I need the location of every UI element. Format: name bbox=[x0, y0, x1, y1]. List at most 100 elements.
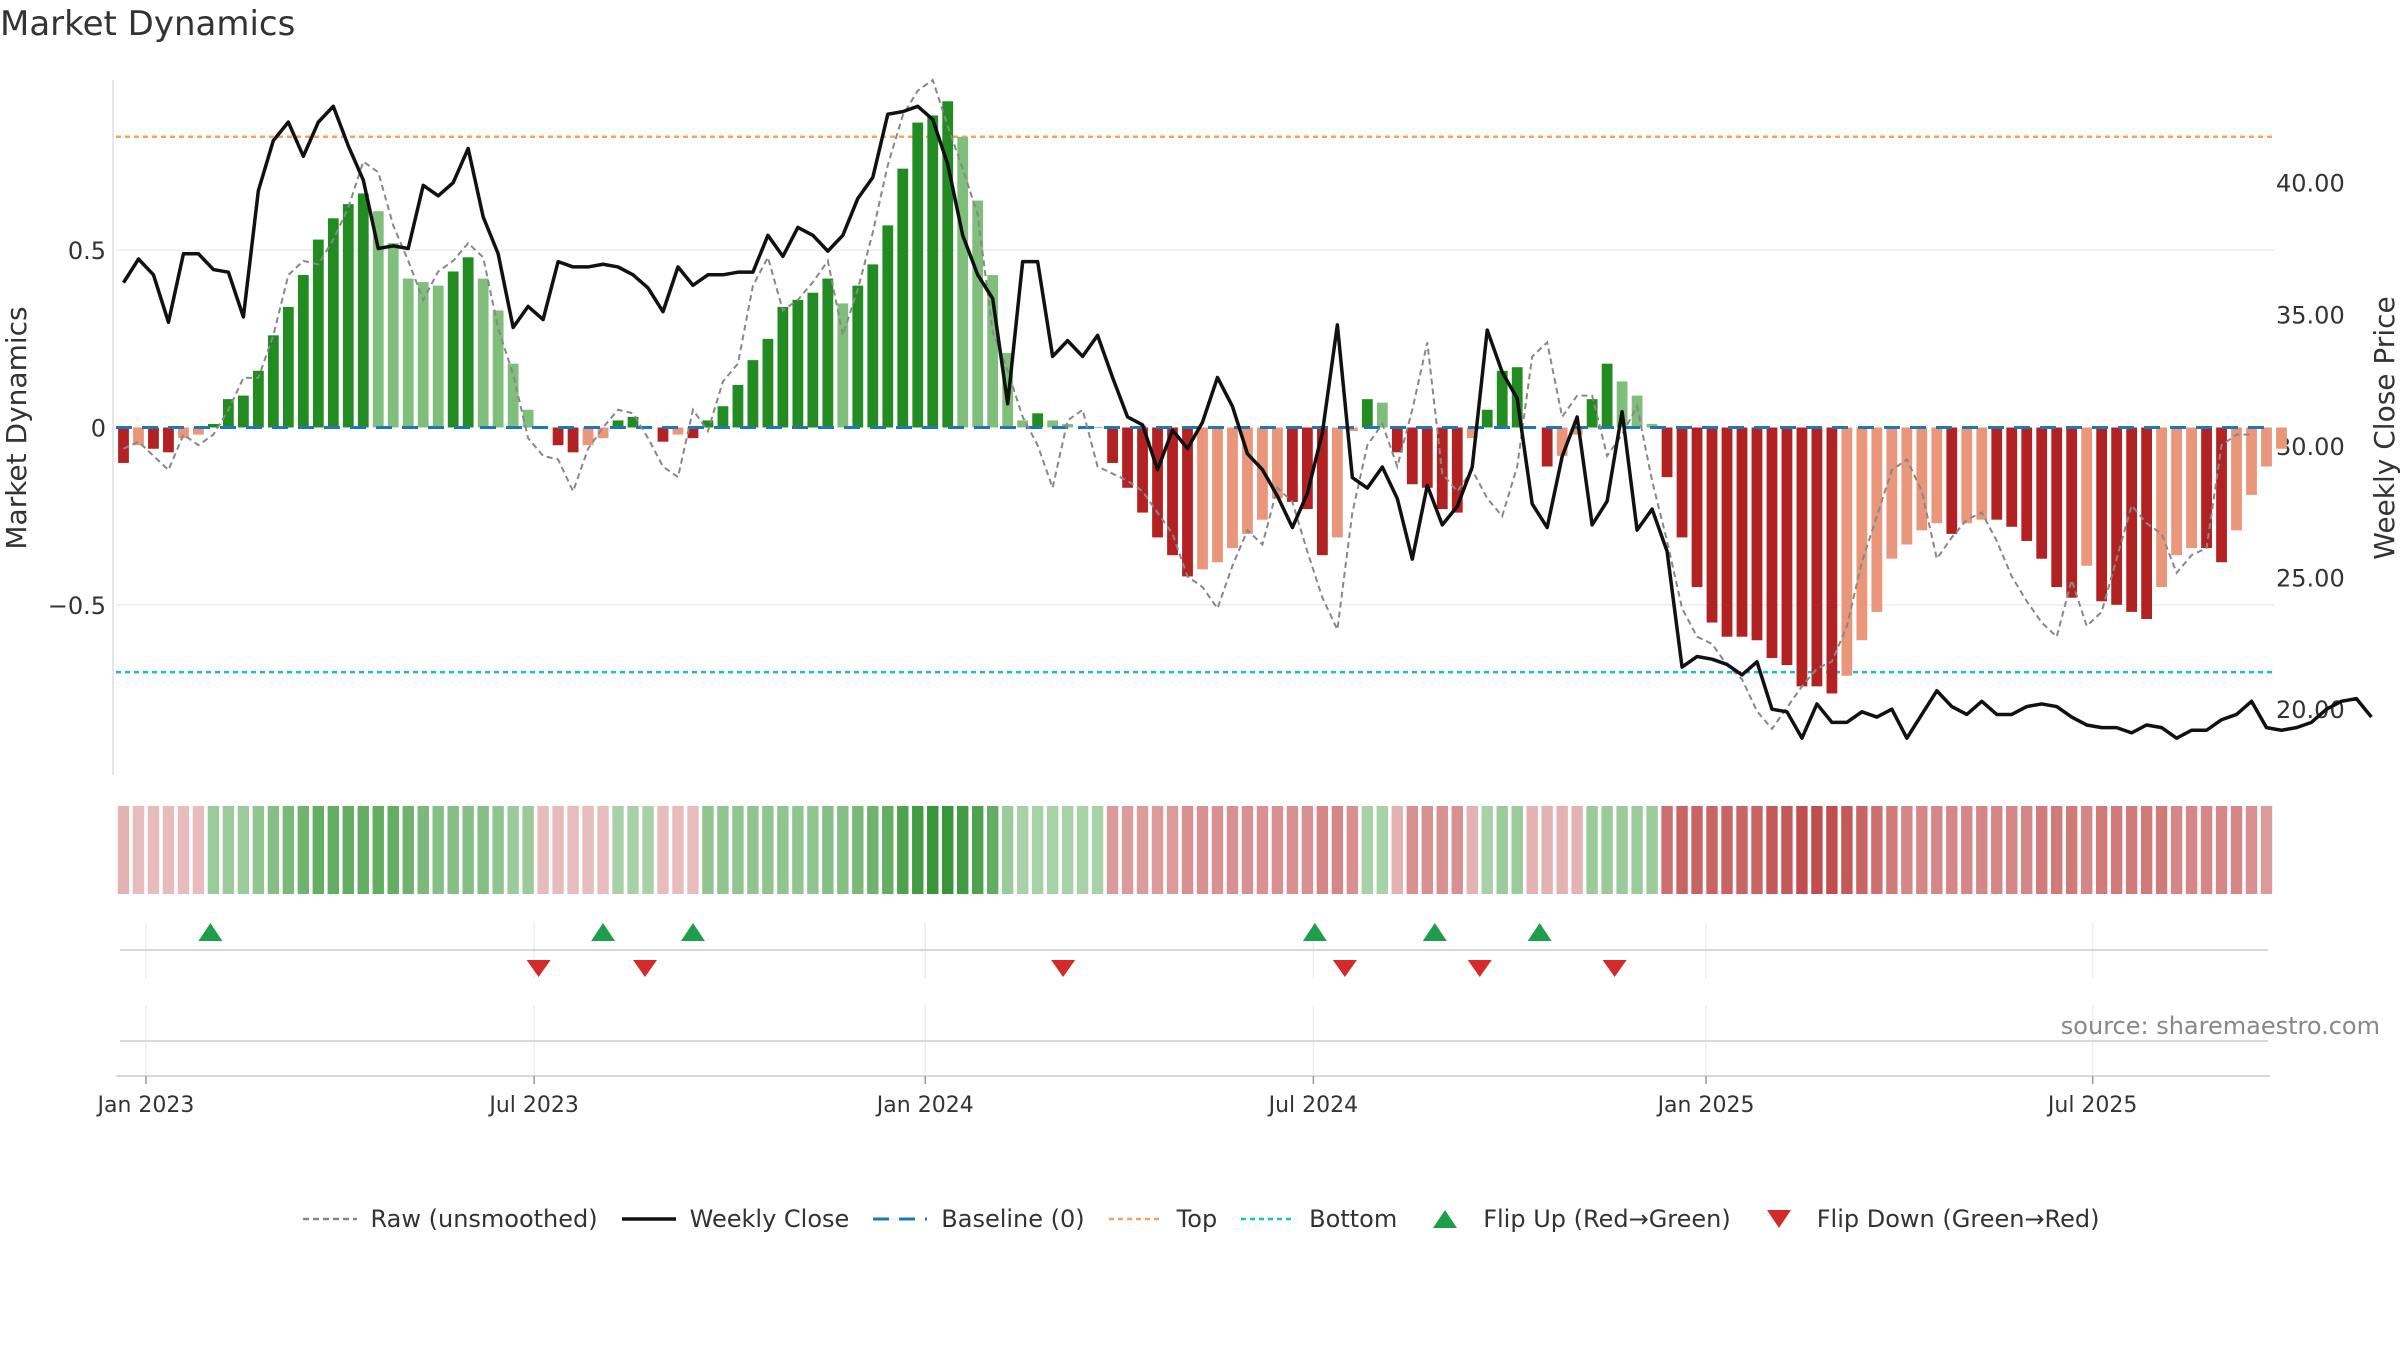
flip-down-marker bbox=[1467, 960, 1492, 977]
strength-band-cell bbox=[1886, 806, 1898, 894]
strength-band-cell bbox=[342, 806, 354, 894]
dynamics-bar bbox=[807, 292, 819, 428]
dynamics-bar bbox=[2036, 427, 2048, 559]
x-tick-label: Jan 2025 bbox=[1656, 1093, 1755, 1118]
strength-band-cell bbox=[252, 806, 265, 894]
strength-band-cell bbox=[387, 806, 399, 894]
strength-band-cell bbox=[177, 806, 190, 894]
strength-band-cell bbox=[972, 806, 984, 894]
strength-band-cell bbox=[1601, 806, 1613, 894]
strength-band-cell bbox=[627, 806, 639, 894]
strength-band-cell bbox=[2036, 806, 2048, 894]
strength-band-cell bbox=[807, 806, 819, 894]
dynamics-bar bbox=[972, 200, 984, 428]
strength-band-cell bbox=[1991, 806, 2003, 894]
dynamics-bar bbox=[2231, 427, 2242, 531]
dynamics-bar bbox=[282, 306, 294, 428]
strength-band-cell bbox=[2110, 806, 2123, 894]
dynamics-bar bbox=[1272, 427, 1283, 499]
strength-band-cell bbox=[642, 806, 654, 894]
dynamics-bar bbox=[477, 278, 489, 428]
dynamics-bar bbox=[2276, 427, 2287, 449]
left-tick-label: 0.5 bbox=[68, 237, 106, 265]
strength-band-cell bbox=[1736, 806, 1748, 894]
strength-band-cell bbox=[2095, 806, 2108, 894]
dynamics-bar bbox=[1556, 427, 1568, 456]
legend-label-baseline: Baseline (0) bbox=[941, 1205, 1085, 1233]
strength-band-cell bbox=[2125, 806, 2138, 894]
strength-band-cell bbox=[1796, 806, 1808, 894]
strength-band-cell bbox=[1811, 806, 1823, 894]
strength-band-cell bbox=[1826, 806, 1838, 894]
legend-swatch-raw bbox=[302, 1217, 357, 1221]
dynamics-bar bbox=[1062, 423, 1074, 428]
right-tick-label: 35.00 bbox=[2276, 301, 2345, 329]
strength-band-cell bbox=[1226, 806, 1239, 894]
strength-band-cell bbox=[1586, 806, 1598, 894]
strength-band-cell bbox=[1046, 806, 1059, 894]
dynamics-bar bbox=[1736, 427, 1748, 637]
strength-band-cell bbox=[312, 806, 325, 894]
dynamics-bar bbox=[1376, 402, 1388, 428]
dynamics-bar bbox=[657, 427, 669, 442]
strength-band-cell bbox=[327, 806, 339, 894]
dynamics-bar bbox=[747, 360, 759, 428]
strength-band-cell bbox=[2185, 806, 2198, 894]
dynamics-bar bbox=[1781, 427, 1793, 666]
strength-band-cell bbox=[1451, 806, 1463, 894]
dynamics-bar bbox=[762, 338, 774, 428]
legend-label-bottom: Bottom bbox=[1309, 1205, 1398, 1233]
dynamics-bar bbox=[2171, 427, 2182, 556]
strength-band-cell bbox=[117, 806, 130, 894]
dynamics-bar bbox=[597, 427, 609, 439]
dynamics-bar bbox=[2126, 427, 2138, 612]
flip-up-marker bbox=[1527, 923, 1552, 941]
strength-band-cell bbox=[492, 806, 504, 894]
dynamics-bar bbox=[447, 271, 459, 428]
strength-band-cell bbox=[1526, 806, 1538, 894]
strength-band-cell bbox=[732, 806, 744, 894]
strength-band-cell bbox=[2140, 806, 2153, 894]
right-tick-label: 20.00 bbox=[2276, 696, 2345, 724]
flip-up-marker bbox=[680, 923, 705, 941]
flip-down-marker bbox=[1602, 960, 1627, 977]
y-axis-label-left: Market Dynamics bbox=[0, 306, 33, 549]
strength-band-cell bbox=[1166, 806, 1179, 894]
strength-band-cell bbox=[657, 806, 669, 894]
strength-band-cell bbox=[1301, 806, 1314, 894]
strength-band-cell bbox=[747, 806, 759, 894]
dynamics-bar bbox=[1481, 409, 1493, 428]
strength-band-cell bbox=[147, 806, 160, 894]
dynamics-bar bbox=[702, 420, 714, 428]
left-tick-label: 0 bbox=[91, 415, 106, 443]
dynamics-bar bbox=[1616, 381, 1628, 428]
legend-item-flip-up: Flip Up (Red→Green) bbox=[1419, 1205, 1731, 1233]
strength-band-cell bbox=[1091, 806, 1104, 894]
strength-band-cell bbox=[417, 806, 429, 894]
dynamics-bar bbox=[1601, 363, 1613, 428]
dynamics-bar bbox=[208, 423, 219, 428]
strength-band-cell bbox=[1466, 806, 1478, 894]
dynamics-bar bbox=[2066, 427, 2078, 598]
strength-band-cell bbox=[462, 806, 474, 894]
dynamics-bar bbox=[1361, 399, 1373, 428]
strength-band-cell bbox=[402, 806, 414, 894]
dynamics-bar bbox=[522, 409, 534, 428]
dynamics-bar bbox=[1886, 427, 1898, 559]
strength-band-cell bbox=[1076, 806, 1089, 894]
source-credit: source: sharemaestro.com bbox=[2060, 1012, 2380, 1040]
dynamics-bar bbox=[1691, 427, 1703, 588]
dynamics-bar bbox=[1811, 427, 1823, 687]
flip-down-marker bbox=[526, 960, 551, 977]
dynamics-bar bbox=[687, 427, 699, 439]
dynamics-bar bbox=[1451, 427, 1463, 513]
strength-band-cell bbox=[132, 806, 145, 894]
dynamics-bar bbox=[957, 136, 969, 428]
strength-band-cell bbox=[1976, 806, 1988, 894]
dynamics-bar bbox=[462, 257, 474, 428]
dynamics-bar bbox=[567, 427, 579, 453]
strength-band-cell bbox=[942, 806, 954, 894]
strength-band-cell bbox=[1931, 806, 1943, 894]
dynamics-bar bbox=[1916, 427, 1928, 531]
